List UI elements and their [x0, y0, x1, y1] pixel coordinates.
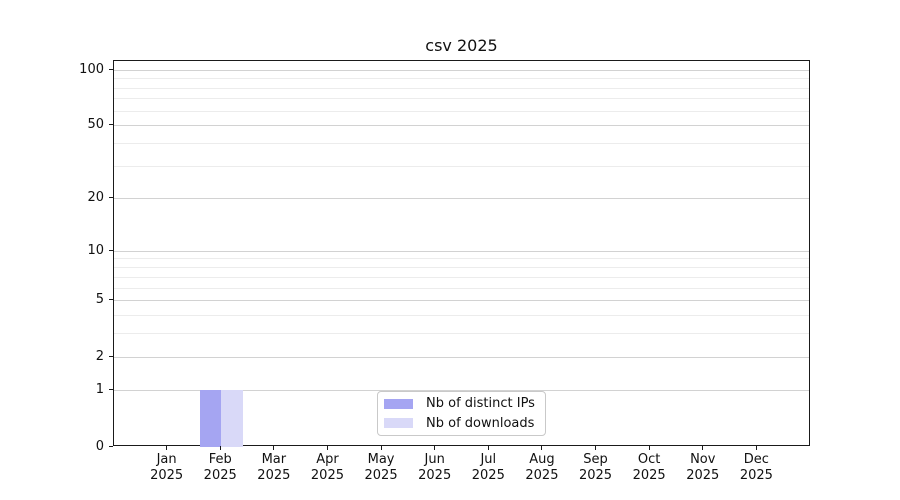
- y-tick-mark: [109, 124, 113, 126]
- bar-nb-of-downloads: [221, 390, 243, 447]
- major-gridline: [114, 125, 809, 127]
- y-tick-mark: [109, 388, 113, 390]
- minor-gridline: [114, 267, 809, 269]
- x-tick-mark: [648, 446, 650, 450]
- y-tick-label: 5: [95, 292, 104, 308]
- major-gridline: [114, 197, 809, 199]
- legend: Nb of distinct IPs Nb of downloads: [377, 391, 546, 436]
- x-tick-mark: [702, 446, 704, 450]
- x-tick-mark: [595, 446, 597, 450]
- major-gridline: [114, 69, 809, 71]
- x-tick-label: Aug 2025: [512, 452, 572, 484]
- x-tick-month: Oct: [637, 452, 661, 467]
- minor-gridline: [114, 143, 809, 145]
- x-tick-month: Mar: [261, 452, 287, 467]
- x-tick-month: May: [367, 452, 395, 467]
- y-tick-label: 1: [95, 381, 104, 397]
- y-tick-label: 10: [87, 242, 104, 258]
- x-tick-label: Jan 2025: [137, 452, 197, 484]
- major-gridline: [114, 250, 809, 252]
- x-tick-mark: [219, 446, 221, 450]
- x-tick-label: Oct 2025: [619, 452, 679, 484]
- x-tick-label: Jun 2025: [405, 452, 465, 484]
- x-tick-month: Aug: [529, 452, 555, 467]
- x-tick-mark: [755, 446, 757, 450]
- x-tick-year: 2025: [525, 468, 559, 483]
- x-tick-year: 2025: [310, 468, 344, 483]
- y-tick-label: 0: [95, 438, 104, 454]
- legend-swatch-distinct-ips: [384, 398, 413, 409]
- x-tick-label: Feb 2025: [190, 452, 250, 484]
- x-tick-mark: [434, 446, 436, 450]
- x-tick-label: Dec 2025: [726, 452, 786, 484]
- y-tick-label: 20: [87, 189, 104, 205]
- x-tick-label: Jul 2025: [458, 452, 518, 484]
- x-tick-label: May 2025: [351, 452, 411, 484]
- legend-swatch-downloads: [384, 418, 413, 429]
- x-tick-year: 2025: [418, 468, 452, 483]
- x-tick-label: Sep 2025: [566, 452, 626, 484]
- x-tick-month: Jul: [480, 452, 497, 467]
- major-gridline: [114, 389, 809, 391]
- x-tick-year: 2025: [364, 468, 398, 483]
- minor-gridline: [114, 333, 809, 335]
- x-tick-year: 2025: [578, 468, 613, 483]
- x-tick-mark: [487, 446, 489, 450]
- x-tick-year: 2025: [257, 468, 291, 483]
- x-tick-label: Nov 2025: [673, 452, 733, 484]
- x-tick-label: Apr 2025: [297, 452, 357, 484]
- major-gridline: [114, 300, 809, 302]
- minor-gridline: [114, 78, 809, 80]
- y-tick-label: 50: [87, 117, 104, 133]
- x-tick-month: Feb: [208, 452, 232, 467]
- x-tick-year: 2025: [632, 468, 666, 483]
- y-tick-label: 100: [79, 61, 104, 77]
- x-tick-mark: [326, 446, 328, 450]
- x-tick-month: Apr: [316, 452, 339, 467]
- x-tick-label: Mar 2025: [244, 452, 304, 484]
- minor-gridline: [114, 276, 809, 278]
- y-tick-mark: [109, 299, 113, 301]
- x-tick-month: Jan: [156, 452, 177, 467]
- y-tick-mark: [109, 249, 113, 251]
- minor-gridline: [114, 110, 809, 112]
- legend-row-distinct-ips: Nb of distinct IPs: [384, 396, 537, 412]
- x-tick-year: 2025: [150, 468, 184, 483]
- x-tick-month: Nov: [690, 452, 716, 467]
- y-tick-mark: [109, 355, 113, 357]
- minor-gridline: [114, 166, 809, 168]
- x-tick-mark: [273, 446, 275, 450]
- major-gridline: [114, 356, 809, 358]
- chart-title: csv 2025: [425, 36, 498, 55]
- legend-label-downloads: Nb of downloads: [426, 415, 535, 431]
- x-tick-year: 2025: [203, 468, 237, 483]
- x-tick-year: 2025: [739, 468, 773, 483]
- x-tick-year: 2025: [471, 468, 505, 483]
- minor-gridline: [114, 287, 809, 289]
- legend-label-distinct-ips: Nb of distinct IPs: [426, 396, 535, 412]
- x-tick-month: Dec: [743, 452, 769, 467]
- x-tick-month: Jun: [424, 452, 445, 467]
- x-tick-mark: [166, 446, 168, 450]
- y-tick-label: 2: [95, 348, 104, 364]
- legend-row-downloads: Nb of downloads: [384, 416, 537, 432]
- x-tick-year: 2025: [686, 468, 720, 483]
- x-tick-mark: [380, 446, 382, 450]
- y-tick-mark: [109, 445, 113, 447]
- minor-gridline: [114, 315, 809, 317]
- plot-area: [113, 60, 810, 447]
- bar-nb-of-distinct-ips: [199, 390, 222, 447]
- minor-gridline: [114, 258, 809, 260]
- x-tick-month: Sep: [583, 452, 608, 467]
- x-tick-mark: [541, 446, 543, 450]
- minor-gridline: [114, 98, 809, 100]
- y-tick-mark: [109, 68, 113, 70]
- minor-gridline: [114, 87, 809, 89]
- y-tick-mark: [109, 196, 113, 198]
